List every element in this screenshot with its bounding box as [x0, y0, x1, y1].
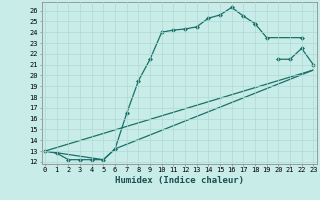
X-axis label: Humidex (Indice chaleur): Humidex (Indice chaleur) [115, 176, 244, 185]
